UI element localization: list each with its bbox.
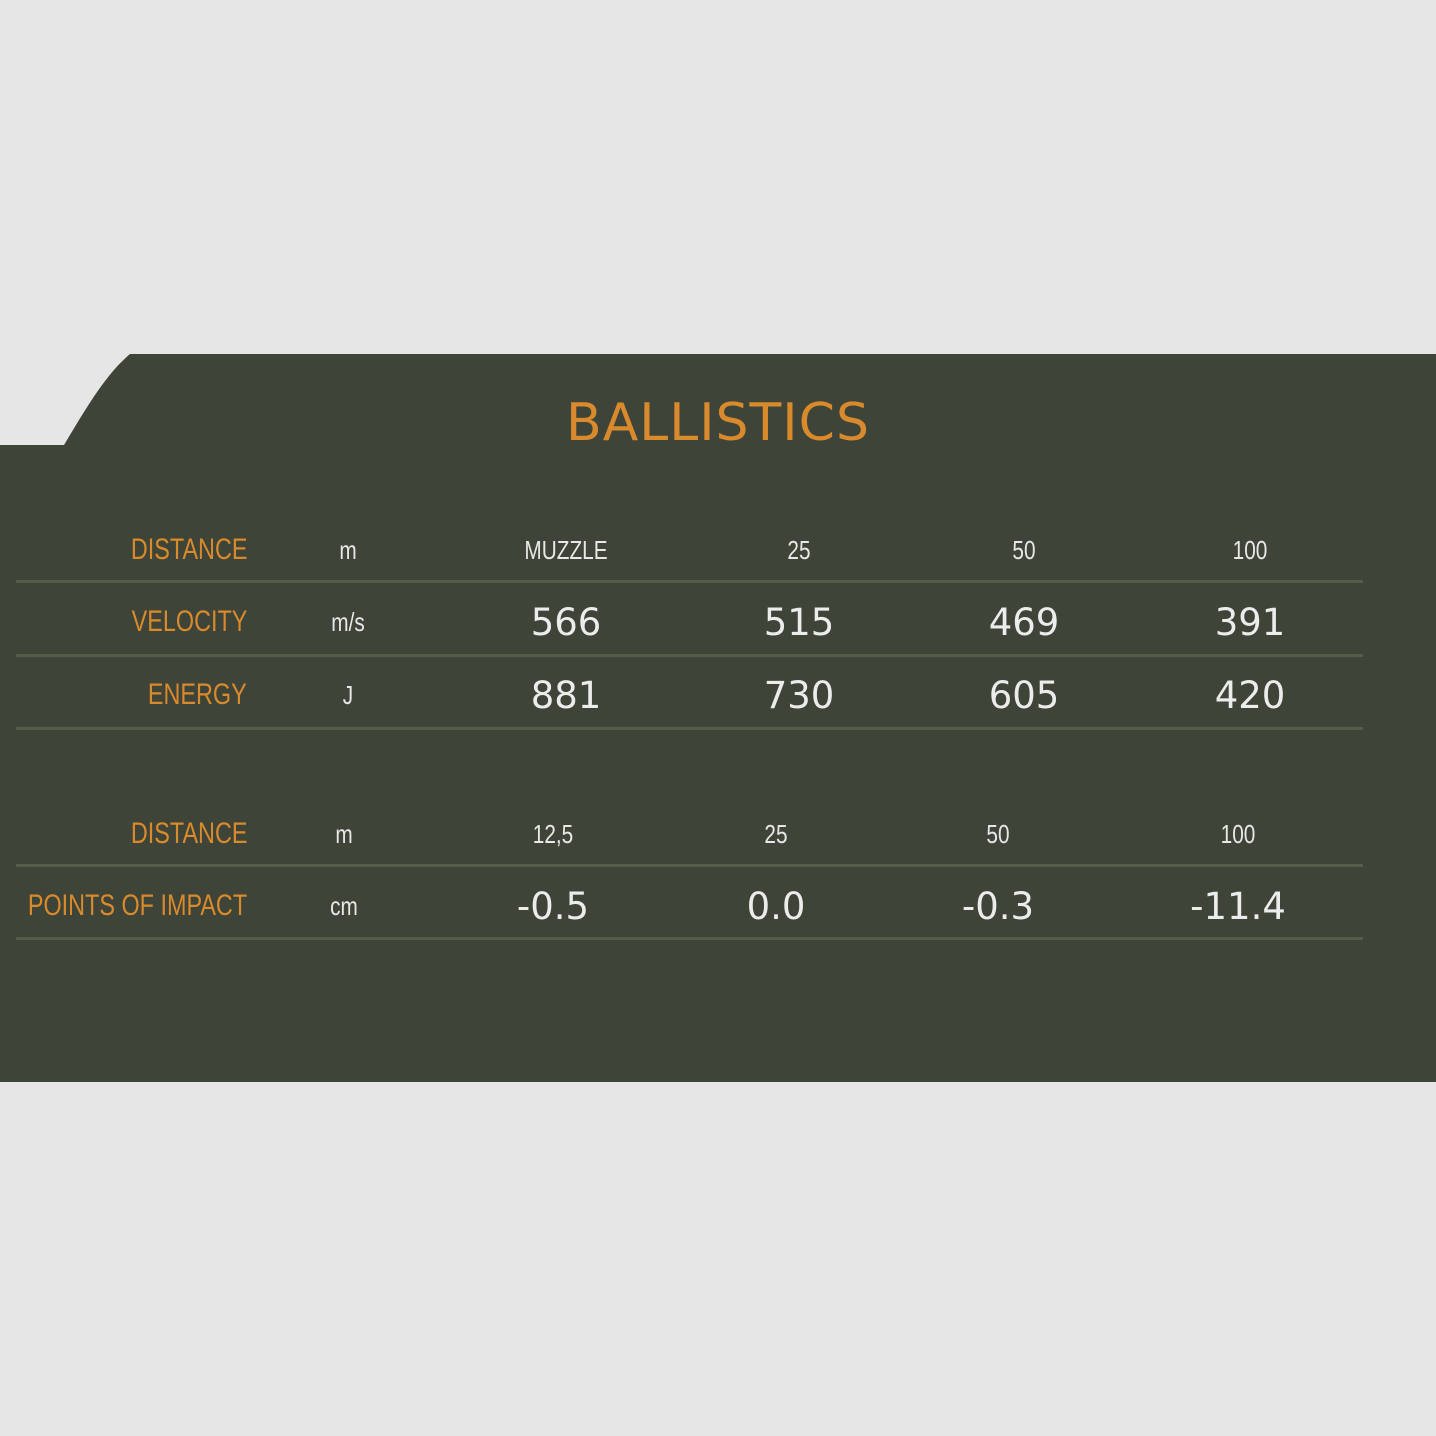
- column-header: 25: [764, 819, 788, 849]
- divider: [16, 654, 1363, 657]
- cell-value: 730: [763, 674, 835, 717]
- row-label: ENERGY: [148, 678, 247, 711]
- cell-value: 469: [988, 601, 1060, 644]
- row-unit: J: [342, 680, 354, 710]
- divider: [16, 727, 1363, 730]
- cell-value: 0.0: [746, 885, 806, 928]
- column-header: 100: [1232, 535, 1268, 565]
- page-title: BALLISTICS: [566, 393, 870, 453]
- divider: [16, 580, 1363, 583]
- cell-value: -11.4: [1190, 885, 1286, 928]
- column-header: 100: [1220, 819, 1256, 849]
- column-header: 12,5: [532, 819, 574, 849]
- row-label: DISTANCE: [130, 533, 247, 566]
- row-label: POINTS OF IMPACT: [27, 889, 247, 922]
- cell-value: 391: [1214, 601, 1286, 644]
- divider: [16, 937, 1363, 940]
- column-header: 50: [986, 819, 1010, 849]
- row-unit: m: [339, 535, 357, 565]
- row-unit: m: [335, 819, 353, 849]
- row-label: VELOCITY: [131, 605, 247, 638]
- cell-value: -0.3: [961, 885, 1035, 928]
- cell-value: 515: [763, 601, 835, 644]
- row-label: DISTANCE: [130, 817, 247, 850]
- column-header: 25: [787, 535, 811, 565]
- row-unit: cm: [330, 891, 358, 921]
- cell-value: -0.5: [516, 885, 590, 928]
- cell-value: 881: [530, 674, 602, 717]
- divider: [16, 864, 1363, 867]
- row-unit: m/s: [331, 607, 365, 637]
- column-header: MUZZLE: [524, 535, 608, 565]
- cell-value: 605: [988, 674, 1060, 717]
- column-header: 50: [1012, 535, 1036, 565]
- cell-value: 420: [1214, 674, 1286, 717]
- cell-value: 566: [530, 601, 602, 644]
